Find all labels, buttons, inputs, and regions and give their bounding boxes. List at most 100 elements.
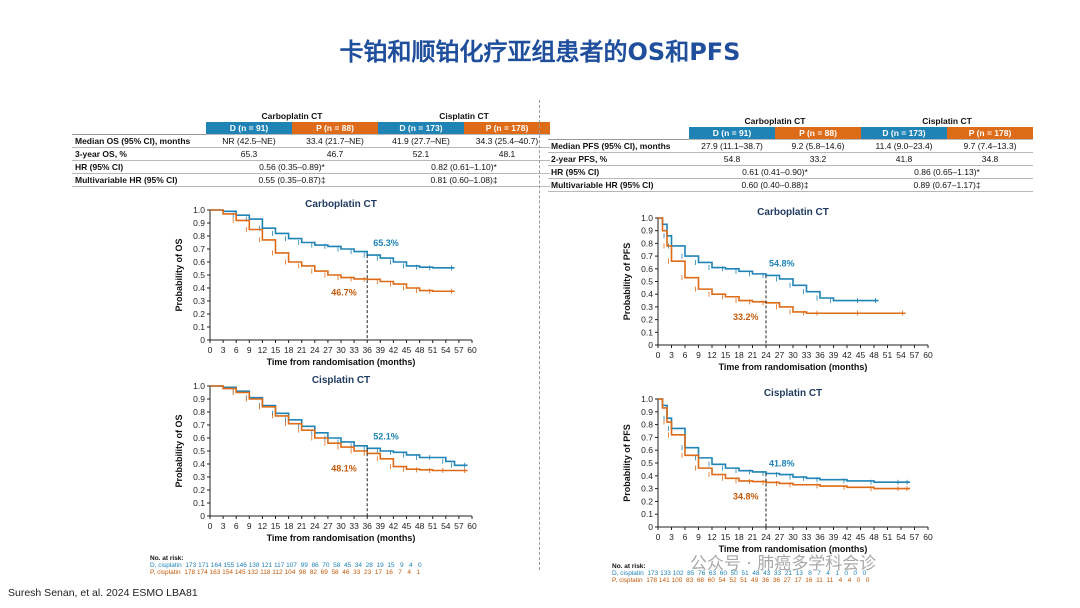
row-label: 2-year PFS, % — [548, 152, 689, 166]
pfs-arm-p-cis: P (n = 178) — [947, 127, 1033, 140]
x-tick-label: 15 — [721, 350, 731, 360]
x-tick-label: 45 — [402, 345, 412, 355]
x-tick-label: 9 — [247, 521, 252, 531]
km-curve-durvalumab — [658, 217, 879, 302]
km-curve-placebo — [210, 209, 455, 293]
x-tick-label: 9 — [247, 345, 252, 355]
y-tick-label: 0.5 — [193, 446, 205, 456]
x-tick-label: 9 — [696, 350, 701, 360]
row-label: Multivariable HR (95% CI) — [72, 173, 206, 187]
x-tick-label: 21 — [748, 350, 758, 360]
table-row: HR (95% CI) 0.56 (0.35–0.89)* 0.82 (0.61… — [72, 160, 550, 174]
x-tick-label: 39 — [829, 350, 839, 360]
table-row: Multivariable HR (95% CI) 0.60 (0.40–0.8… — [548, 178, 1033, 192]
risk-label: P, cisplatin — [612, 577, 643, 584]
y-tick-label: 0.4 — [193, 459, 205, 469]
x-tick-label: 33 — [802, 350, 812, 360]
x-tick-label: 15 — [721, 532, 731, 542]
y-tick-label: 0.6 — [193, 257, 205, 267]
y-tick-label: 0.3 — [193, 472, 205, 482]
y-axis-label: Probability of OS — [174, 238, 184, 311]
pfs-group-carboplatin: Carboplatin CT — [744, 116, 806, 126]
x-tick-label: 48 — [869, 532, 879, 542]
cell: 52.1 — [378, 147, 464, 161]
y-tick-label: 0.4 — [641, 289, 653, 299]
x-tick-label: 51 — [883, 350, 893, 360]
y-tick-label: 0.2 — [193, 485, 205, 495]
x-tick-label: 3 — [221, 521, 226, 531]
y-tick-label: 0 — [648, 522, 653, 532]
cell: 0.81 (0.60–1.08)‡ — [378, 173, 550, 187]
x-tick-label: 0 — [656, 350, 661, 360]
chart-title: Cisplatin CT — [764, 388, 822, 399]
x-tick-label: 12 — [707, 532, 717, 542]
x-tick-label: 33 — [349, 521, 359, 531]
pfs-risk-table: No. at risk: D, cisplatin 173 133 102 85… — [612, 563, 869, 584]
cell: 33.2 — [775, 152, 861, 166]
risk-row-p: P, cisplatin 178 141 100 83 68 60 54 52 … — [612, 577, 869, 584]
citation: Suresh Senan, et al. 2024 ESMO LBA81 — [8, 587, 198, 599]
x-tick-label: 45 — [856, 350, 866, 360]
x-tick-label: 21 — [297, 345, 307, 355]
risk-label: D, cisplatin — [612, 570, 644, 577]
x-tick-label: 27 — [323, 521, 333, 531]
landmark-label: 48.1% — [331, 463, 357, 473]
x-tick-label: 12 — [707, 350, 717, 360]
x-tick-label: 42 — [842, 532, 852, 542]
y-tick-label: 0.6 — [641, 445, 653, 455]
x-tick-label: 9 — [696, 532, 701, 542]
x-tick-label: 54 — [441, 521, 451, 531]
cell: 48.1 — [464, 147, 550, 161]
y-tick-label: 0 — [648, 340, 653, 350]
y-tick-label: 0.4 — [193, 283, 205, 293]
risk-row-p: P, cisplatin 178 174 163 154 145 132 118… — [150, 569, 422, 576]
x-axis-label: Time from randomisation (months) — [719, 544, 868, 554]
x-tick-label: 24 — [761, 350, 771, 360]
cell: 9.7 (7.4–13.3) — [947, 139, 1033, 153]
x-tick-label: 48 — [415, 345, 425, 355]
y-tick-label: 0 — [200, 511, 205, 521]
x-tick-label: 15 — [271, 521, 281, 531]
x-tick-label: 30 — [788, 350, 798, 360]
x-tick-label: 30 — [336, 345, 346, 355]
cell: 46.7 — [292, 147, 378, 161]
x-axis-label: Time from randomisation (months) — [719, 362, 868, 372]
x-tick-label: 60 — [923, 350, 933, 360]
x-tick-label: 18 — [734, 350, 744, 360]
x-tick-label: 12 — [258, 345, 268, 355]
y-tick-label: 0.6 — [641, 264, 653, 274]
center-divider — [539, 100, 540, 570]
x-tick-label: 45 — [402, 521, 412, 531]
os-risk-table: No. at risk: D, cisplatin 173 171 164 15… — [150, 555, 422, 576]
y-tick-label: 0.7 — [641, 432, 653, 442]
y-tick-label: 0.9 — [641, 226, 653, 236]
os-group-carboplatin: Carboplatin CT — [261, 111, 323, 121]
risk-header: No. at risk: — [612, 563, 646, 570]
pfs-group-cisplatin: Cisplatin CT — [922, 116, 972, 126]
x-tick-label: 51 — [428, 521, 438, 531]
risk-values: 178 141 100 83 68 60 54 52 51 49 36 36 2… — [646, 577, 870, 584]
landmark-label: 52.1% — [373, 431, 399, 441]
watermark: 公众号 · 肺癌多学科会诊 — [690, 554, 877, 574]
y-axis-label: Probability of PFS — [622, 424, 632, 502]
chart-title: Cisplatin CT — [312, 375, 370, 386]
risk-values: 173 171 164 155 146 138 121 117 107 99 8… — [185, 562, 422, 569]
row-label: HR (95% CI) — [72, 160, 206, 174]
x-tick-label: 57 — [910, 532, 920, 542]
x-tick-label: 24 — [310, 345, 320, 355]
row-label: HR (95% CI) — [548, 165, 689, 179]
x-tick-label: 54 — [896, 350, 906, 360]
y-tick-label: 0.2 — [193, 309, 205, 319]
x-tick-label: 0 — [208, 345, 213, 355]
y-tick-label: 0.3 — [641, 484, 653, 494]
cell: 54.8 — [689, 152, 775, 166]
x-tick-label: 24 — [310, 521, 320, 531]
y-tick-label: 0 — [200, 335, 205, 345]
cell: 0.56 (0.35–0.89)* — [206, 160, 378, 174]
x-tick-label: 48 — [415, 521, 425, 531]
x-tick-label: 54 — [896, 532, 906, 542]
x-tick-label: 42 — [842, 350, 852, 360]
x-tick-label: 21 — [748, 532, 758, 542]
y-tick-label: 0.9 — [193, 218, 205, 228]
